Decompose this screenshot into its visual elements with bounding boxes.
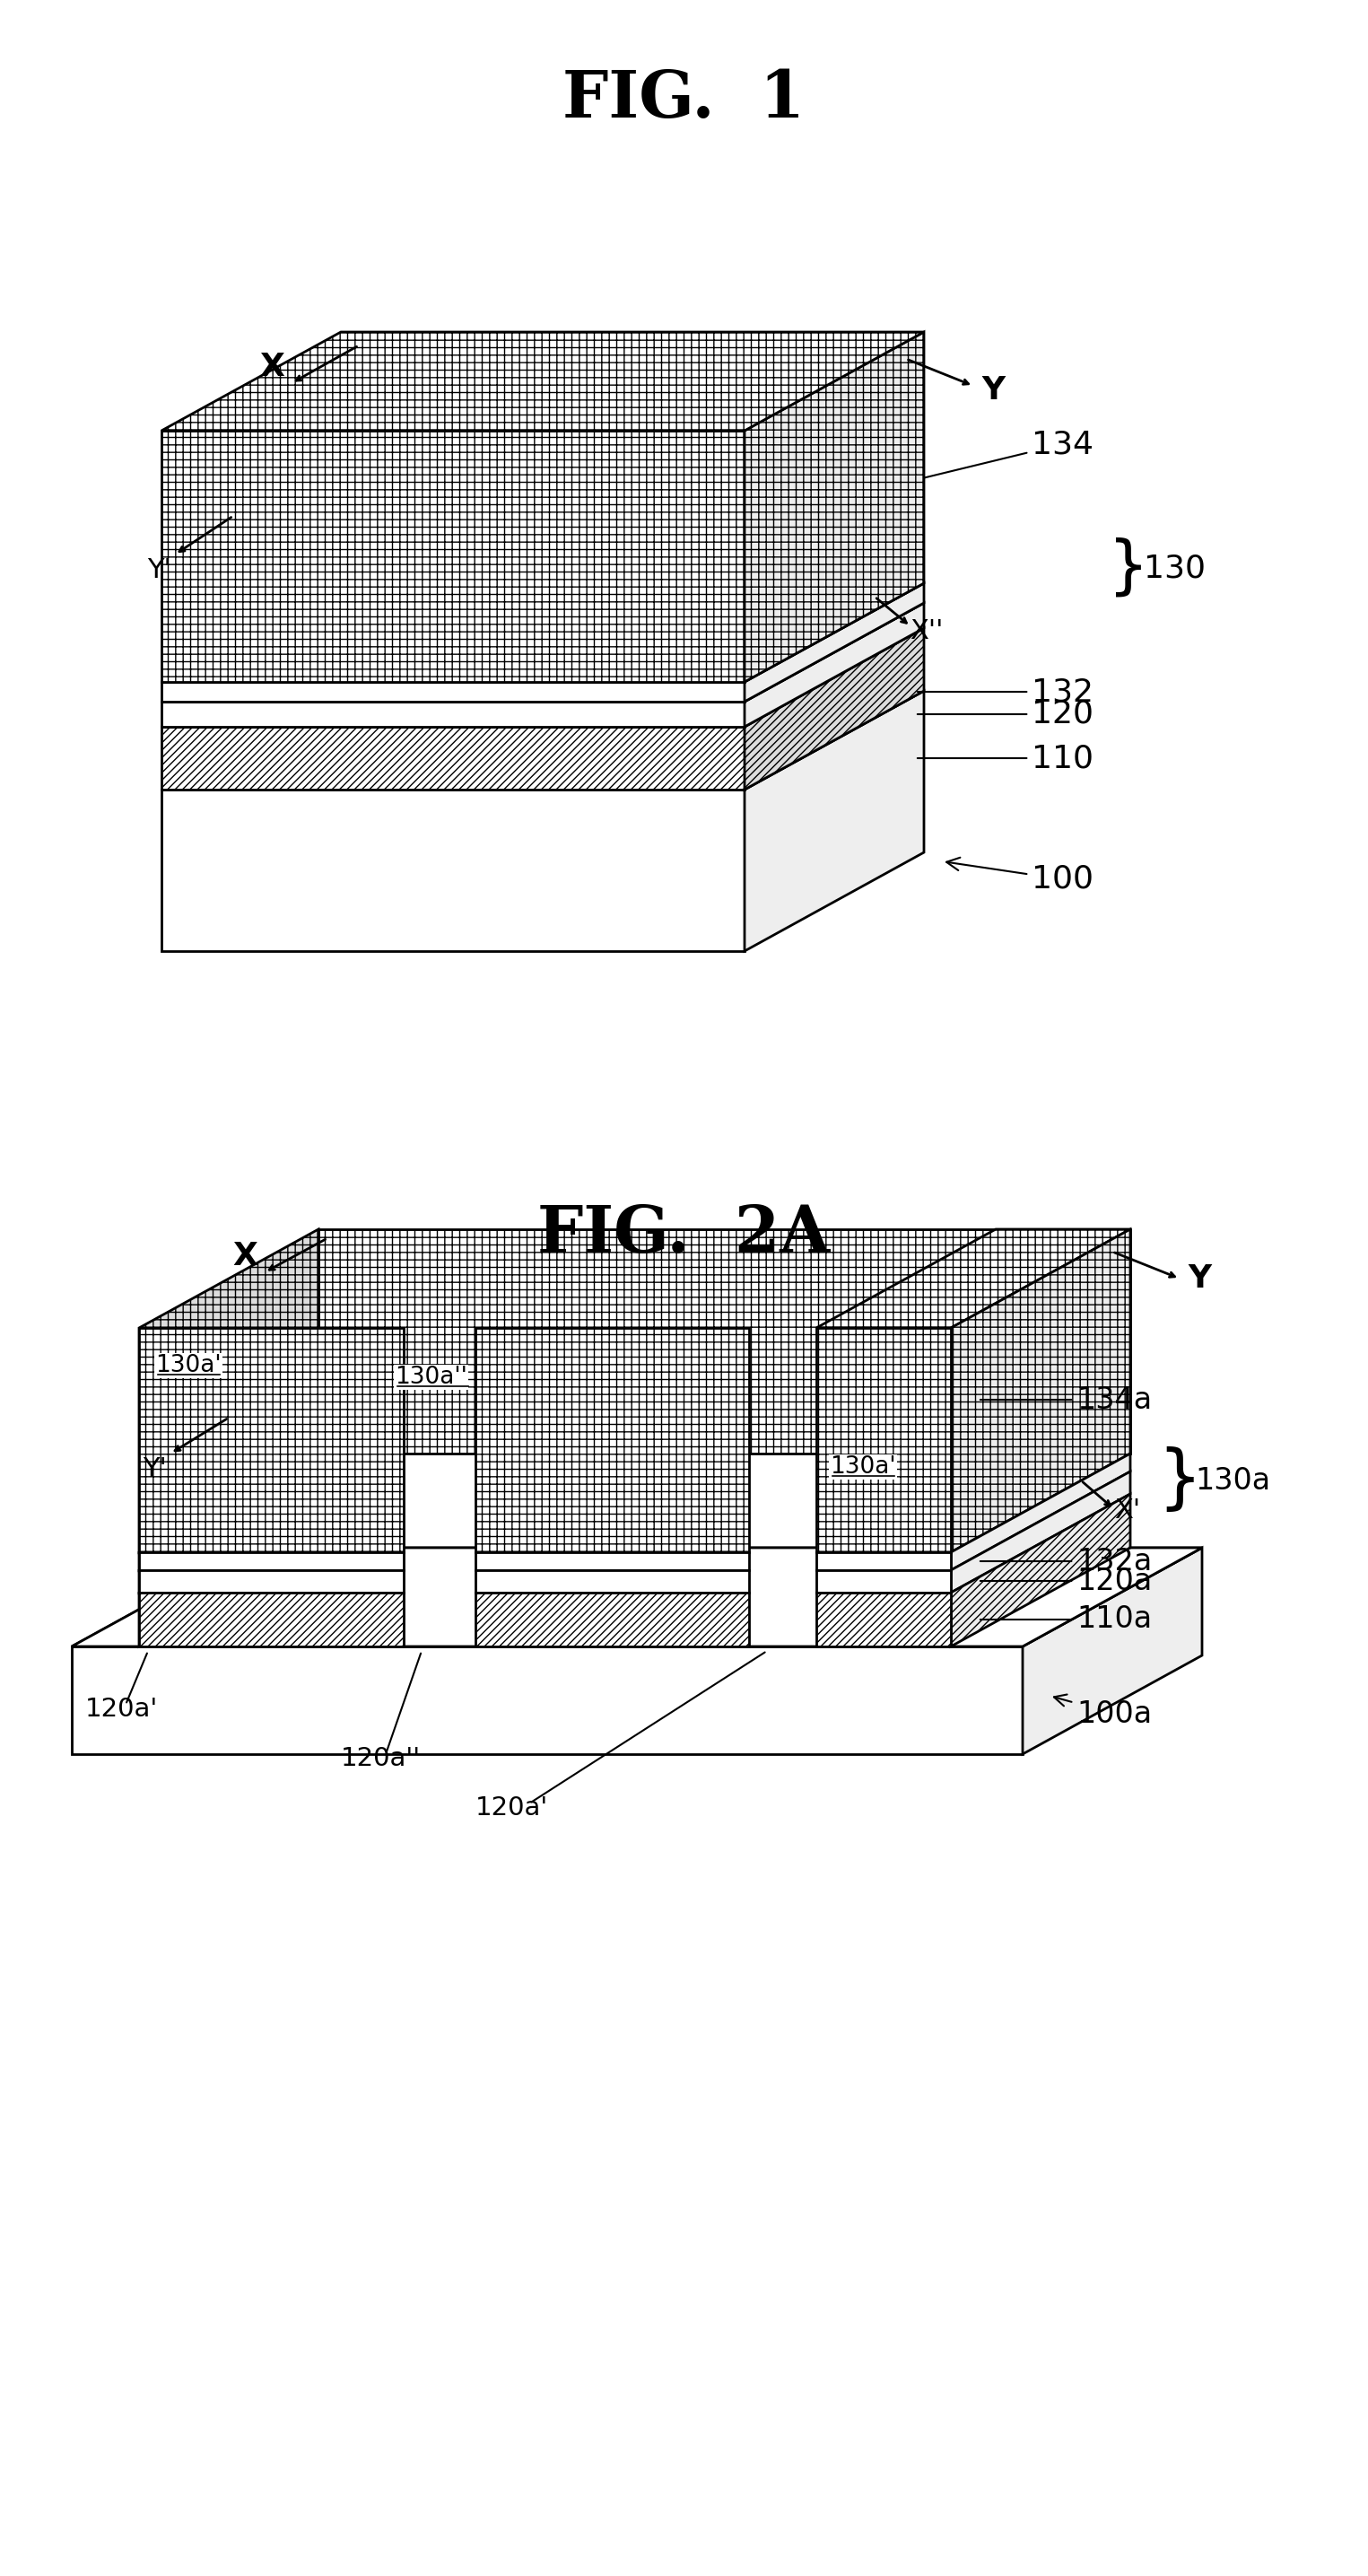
Text: Y': Y' — [142, 1455, 167, 1484]
Polygon shape — [404, 1548, 655, 1646]
Polygon shape — [951, 1471, 1130, 1592]
Polygon shape — [140, 1229, 319, 1553]
Polygon shape — [161, 701, 744, 726]
Polygon shape — [817, 1592, 951, 1646]
Polygon shape — [161, 332, 923, 430]
Text: FIG.  2A: FIG. 2A — [538, 1203, 830, 1265]
Text: }: } — [1157, 1445, 1201, 1515]
Polygon shape — [744, 603, 923, 726]
Text: 134: 134 — [918, 428, 1093, 479]
Polygon shape — [476, 1571, 750, 1592]
Text: 134a: 134a — [981, 1386, 1152, 1414]
Text: X: X — [233, 1242, 257, 1273]
Polygon shape — [744, 690, 923, 951]
Polygon shape — [817, 1453, 1130, 1553]
Polygon shape — [817, 1571, 951, 1592]
Polygon shape — [817, 1494, 1130, 1592]
Polygon shape — [140, 1494, 319, 1646]
Text: 120a': 120a' — [85, 1698, 159, 1721]
Text: Y': Y' — [146, 556, 171, 585]
Polygon shape — [750, 1548, 996, 1646]
Polygon shape — [744, 332, 923, 683]
Polygon shape — [744, 629, 923, 791]
Text: Y: Y — [981, 376, 1004, 404]
Text: 120: 120 — [918, 698, 1093, 729]
Polygon shape — [140, 1327, 404, 1553]
Text: X: X — [260, 353, 285, 381]
Text: Y: Y — [1187, 1262, 1211, 1293]
Polygon shape — [71, 1548, 1202, 1646]
Polygon shape — [161, 690, 923, 791]
Text: 130a'': 130a'' — [395, 1365, 468, 1388]
Polygon shape — [140, 1571, 404, 1592]
Polygon shape — [161, 683, 744, 701]
Text: X'': X'' — [910, 618, 944, 644]
Text: 100a: 100a — [1053, 1695, 1152, 1728]
Polygon shape — [140, 1592, 404, 1646]
Text: X': X' — [1115, 1499, 1141, 1525]
Text: 120a: 120a — [981, 1566, 1152, 1595]
Text: 120a': 120a' — [476, 1795, 549, 1821]
Polygon shape — [476, 1592, 750, 1646]
Polygon shape — [817, 1327, 951, 1553]
Polygon shape — [161, 603, 923, 701]
Text: 110a: 110a — [981, 1605, 1152, 1633]
Polygon shape — [161, 430, 744, 683]
Polygon shape — [161, 726, 744, 791]
Polygon shape — [140, 1453, 319, 1571]
Text: 120a'': 120a'' — [341, 1747, 421, 1772]
Polygon shape — [1023, 1548, 1202, 1754]
Polygon shape — [951, 1453, 1130, 1571]
Polygon shape — [161, 582, 923, 683]
Polygon shape — [744, 582, 923, 701]
Polygon shape — [319, 1229, 1130, 1453]
Polygon shape — [476, 1553, 750, 1571]
Text: 130a': 130a' — [155, 1355, 222, 1378]
Text: 132: 132 — [918, 677, 1093, 706]
Polygon shape — [476, 1327, 750, 1553]
Text: 100: 100 — [947, 858, 1093, 894]
Polygon shape — [71, 1548, 1202, 1646]
Polygon shape — [161, 791, 744, 951]
Text: 130a: 130a — [1194, 1466, 1271, 1494]
Text: }: } — [1108, 536, 1149, 598]
Polygon shape — [817, 1471, 1130, 1571]
Polygon shape — [140, 1471, 319, 1592]
Text: 110: 110 — [918, 742, 1093, 773]
Text: 132a: 132a — [981, 1546, 1152, 1577]
Text: FIG.  1: FIG. 1 — [562, 67, 804, 131]
Text: 130: 130 — [1144, 554, 1205, 582]
Polygon shape — [817, 1229, 1130, 1327]
Text: 130a': 130a' — [830, 1455, 896, 1479]
Polygon shape — [951, 1494, 1130, 1646]
Polygon shape — [817, 1553, 951, 1571]
Polygon shape — [140, 1553, 404, 1571]
Polygon shape — [951, 1229, 1130, 1553]
Polygon shape — [161, 629, 923, 726]
Polygon shape — [71, 1646, 1023, 1754]
